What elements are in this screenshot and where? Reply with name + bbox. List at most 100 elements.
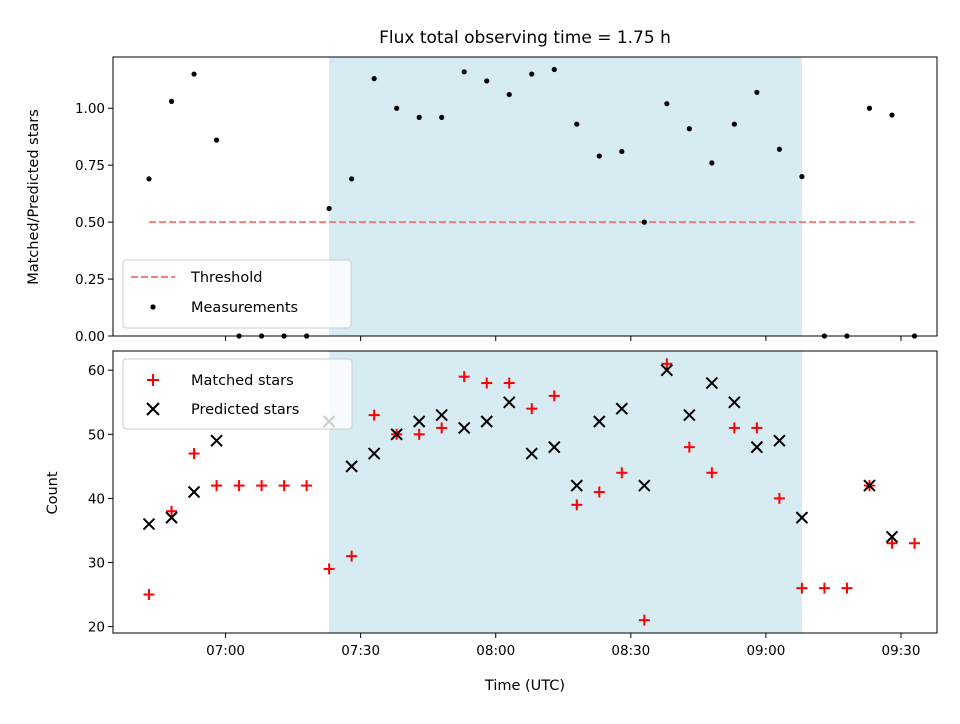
y-tick-label: 60 xyxy=(88,363,105,379)
matched-stars-point xyxy=(683,441,695,453)
matched-stars-point xyxy=(886,537,898,549)
matched-stars-point xyxy=(211,480,223,492)
x-tick-label: 07:30 xyxy=(341,643,380,659)
measurement-point xyxy=(371,76,377,82)
bottom-panel: 20 30 40 50 60 07:00 07:30 08:00 08:30 09:00 09:3… xyxy=(45,350,938,694)
measurement-point xyxy=(506,91,512,98)
predicted-stars-point xyxy=(885,530,899,544)
predicted-stars-point xyxy=(503,396,516,409)
y-tick-label: 1.00 xyxy=(75,101,105,117)
matched-stars-point xyxy=(616,467,628,479)
matched-stars-point xyxy=(548,390,560,402)
measurement-point xyxy=(416,114,422,120)
measurement-point xyxy=(641,219,647,225)
top-y-axis-label: Matched/Predicted stars xyxy=(26,109,42,285)
measurement-point xyxy=(191,71,197,77)
x-tick-label: 09:00 xyxy=(746,643,785,659)
measurement-point xyxy=(146,176,152,182)
x-tick-label: 09:30 xyxy=(882,643,921,659)
y-tick-label: 30 xyxy=(88,556,105,572)
matched-stars-point xyxy=(796,582,808,594)
matched-stars-point xyxy=(503,377,515,389)
x-axis-label: Time (UTC) xyxy=(484,678,565,694)
legend-matched-label: Matched stars xyxy=(191,373,294,389)
measurement-point xyxy=(664,101,670,107)
predicted-stars-point xyxy=(367,447,381,460)
matched-stars-point xyxy=(638,614,650,626)
chart-title: Flux total observing time = 1.75 h xyxy=(379,28,671,48)
predicted-stars-point xyxy=(795,511,809,524)
measurement-point xyxy=(709,160,715,166)
predicted-stars-point xyxy=(615,402,629,415)
matched-stars-point xyxy=(233,480,245,492)
predicted-stars-point xyxy=(345,460,358,473)
bottom-legend-box xyxy=(122,358,353,430)
matched-stars-point xyxy=(166,505,178,517)
x-tick-label: 08:30 xyxy=(611,643,650,659)
y-tick-label: 0.50 xyxy=(75,215,105,231)
matched-stars-point xyxy=(593,486,605,498)
measurement-point xyxy=(484,78,490,84)
y-tick-label: 0.00 xyxy=(75,329,105,345)
measurement-point xyxy=(349,176,355,182)
predicted-stars-point xyxy=(480,415,493,428)
matched-stars-point xyxy=(256,480,268,492)
predicted-stars-point xyxy=(773,434,786,447)
bottom-legend: Matched stars Predicted stars xyxy=(122,358,353,430)
matched-stars-point xyxy=(301,480,313,492)
measurement-point xyxy=(213,137,220,143)
predicted-stars-point xyxy=(660,364,674,377)
predicted-stars-point xyxy=(390,428,403,441)
measurement-point xyxy=(326,205,332,212)
measurement-point xyxy=(754,89,760,95)
legend-measurements-label: Measurements xyxy=(191,300,298,316)
measurement-point xyxy=(889,112,895,118)
predicted-stars-point xyxy=(728,396,741,409)
measurement-point xyxy=(461,69,467,75)
legend-predicted-swatch xyxy=(146,402,160,416)
predicted-stars-point xyxy=(570,479,583,492)
matched-stars-point xyxy=(773,492,785,504)
matched-stars-point xyxy=(481,377,493,389)
matched-stars-point xyxy=(818,582,830,594)
measurement-point xyxy=(619,148,625,155)
matched-stars-point xyxy=(526,403,538,415)
predicted-stars-point xyxy=(210,434,223,447)
predicted-stars-point xyxy=(165,511,178,524)
measurement-point xyxy=(551,66,557,73)
bottom-shaded-interval xyxy=(329,351,802,633)
predicted-stars-point xyxy=(187,485,201,499)
measurement-point xyxy=(439,114,445,120)
measurement-point xyxy=(866,105,873,111)
matched-stars-point xyxy=(751,422,763,434)
matched-stars-point xyxy=(436,422,448,434)
predicted-stars-point xyxy=(548,440,561,454)
predicted-stars-point xyxy=(593,415,606,428)
top-shaded-interval xyxy=(329,57,802,336)
legend-threshold-label: Threshold xyxy=(190,270,262,286)
top-axes-frame xyxy=(112,56,938,337)
matched-stars-point xyxy=(323,563,335,575)
legend-matched-swatch xyxy=(147,374,159,386)
matched-stars-point xyxy=(908,537,920,549)
matched-stars-point xyxy=(278,480,290,492)
x-tick-label: 07:00 xyxy=(206,643,245,659)
measurement-point xyxy=(394,105,400,111)
y-tick-label: 0.25 xyxy=(75,272,105,288)
predicted-stars-point xyxy=(705,376,719,390)
y-tick-label: 40 xyxy=(88,491,105,507)
matched-stars-point xyxy=(346,550,358,562)
measurement-point xyxy=(596,153,602,159)
matched-stars-point xyxy=(661,358,673,370)
predicted-stars-point xyxy=(435,408,448,422)
y-tick-label: 50 xyxy=(88,427,105,443)
bottom-y-axis-label: Count xyxy=(45,471,61,514)
predicted-stars-point xyxy=(638,479,651,492)
matched-stars-point xyxy=(188,448,200,460)
measurement-point xyxy=(776,146,783,152)
matched-stars-point xyxy=(368,409,380,421)
predicted-stars-point xyxy=(863,479,876,492)
bottom-axes-frame xyxy=(112,350,938,634)
legend-measurements-swatch xyxy=(150,304,156,310)
